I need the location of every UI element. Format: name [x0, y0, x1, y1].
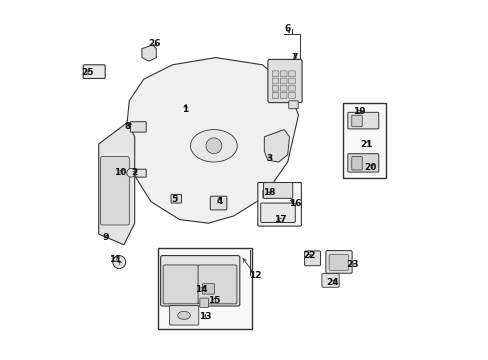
FancyBboxPatch shape [163, 265, 198, 304]
Text: 9: 9 [102, 233, 109, 242]
FancyBboxPatch shape [280, 78, 286, 84]
Text: 2: 2 [131, 168, 138, 177]
FancyBboxPatch shape [272, 71, 278, 77]
FancyBboxPatch shape [198, 265, 237, 304]
PathPatch shape [125, 58, 298, 223]
PathPatch shape [99, 122, 134, 245]
FancyBboxPatch shape [101, 157, 129, 225]
FancyBboxPatch shape [160, 256, 239, 306]
FancyBboxPatch shape [158, 248, 251, 329]
Ellipse shape [177, 311, 190, 319]
FancyBboxPatch shape [288, 78, 295, 84]
FancyBboxPatch shape [347, 112, 378, 129]
Ellipse shape [190, 130, 237, 162]
Text: 22: 22 [303, 251, 315, 260]
Text: 25: 25 [81, 68, 93, 77]
FancyBboxPatch shape [351, 115, 362, 127]
Text: 21: 21 [360, 140, 372, 149]
Text: 12: 12 [248, 271, 261, 280]
Text: 20: 20 [364, 163, 376, 172]
FancyBboxPatch shape [136, 169, 146, 177]
FancyBboxPatch shape [328, 255, 348, 270]
FancyBboxPatch shape [210, 196, 226, 210]
Text: 26: 26 [148, 39, 161, 48]
FancyBboxPatch shape [342, 103, 385, 178]
Text: 3: 3 [266, 154, 272, 163]
Text: 17: 17 [274, 215, 286, 224]
FancyBboxPatch shape [267, 59, 302, 103]
FancyBboxPatch shape [202, 284, 214, 294]
FancyBboxPatch shape [83, 65, 105, 78]
FancyBboxPatch shape [280, 71, 286, 77]
Text: 19: 19 [353, 107, 365, 116]
FancyBboxPatch shape [260, 203, 295, 222]
FancyBboxPatch shape [288, 85, 295, 91]
FancyBboxPatch shape [288, 93, 295, 98]
FancyBboxPatch shape [347, 154, 378, 172]
Text: 6: 6 [284, 24, 290, 33]
FancyBboxPatch shape [304, 251, 320, 266]
FancyBboxPatch shape [351, 157, 362, 170]
Text: 8: 8 [124, 122, 130, 131]
Text: 1: 1 [182, 105, 188, 114]
Circle shape [205, 138, 222, 154]
PathPatch shape [142, 45, 156, 61]
Text: 23: 23 [346, 260, 358, 269]
FancyBboxPatch shape [200, 298, 208, 307]
FancyBboxPatch shape [280, 93, 286, 98]
Text: 4: 4 [216, 197, 222, 206]
Text: 16: 16 [288, 199, 301, 208]
FancyBboxPatch shape [321, 274, 339, 287]
FancyBboxPatch shape [272, 78, 278, 84]
Text: 14: 14 [195, 285, 207, 294]
FancyBboxPatch shape [325, 251, 351, 273]
FancyBboxPatch shape [288, 101, 298, 109]
Text: 5: 5 [171, 195, 177, 204]
Text: 11: 11 [108, 255, 121, 264]
Circle shape [126, 168, 135, 177]
Circle shape [113, 256, 125, 269]
FancyBboxPatch shape [263, 183, 292, 198]
FancyBboxPatch shape [171, 194, 181, 203]
PathPatch shape [264, 130, 289, 162]
FancyBboxPatch shape [169, 306, 199, 325]
Text: 15: 15 [207, 296, 220, 305]
FancyBboxPatch shape [263, 190, 273, 198]
Text: 24: 24 [325, 278, 338, 287]
FancyBboxPatch shape [130, 122, 146, 132]
Text: 18: 18 [263, 188, 275, 197]
Text: 10: 10 [114, 168, 126, 177]
FancyBboxPatch shape [288, 71, 295, 77]
FancyBboxPatch shape [257, 183, 301, 226]
Text: 7: 7 [291, 53, 298, 62]
FancyBboxPatch shape [272, 85, 278, 91]
FancyBboxPatch shape [280, 85, 286, 91]
FancyBboxPatch shape [272, 93, 278, 98]
Text: 13: 13 [198, 312, 211, 321]
